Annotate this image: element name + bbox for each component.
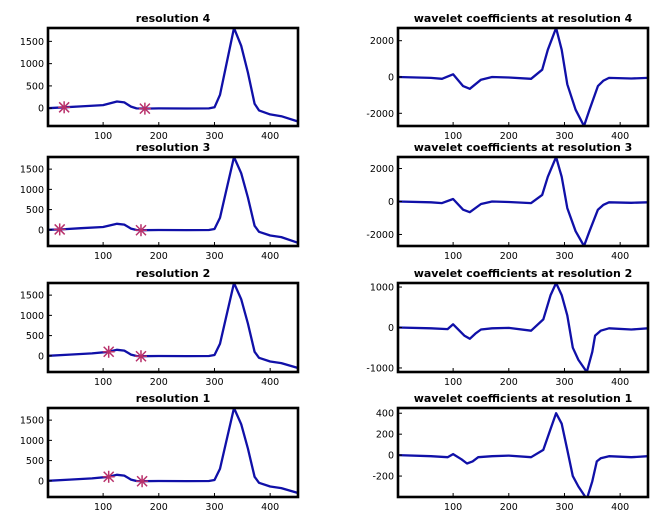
x-tick-label: 200 <box>500 377 518 388</box>
y-tick-label: 1500 <box>20 165 44 176</box>
y-tick-label: 0 <box>38 104 44 115</box>
x-tick-label: 400 <box>261 377 279 388</box>
subplot-1: 100 200 300 400 0 500 1000 1500 resolution 4 <box>20 12 300 142</box>
axes-frame <box>46 155 300 248</box>
y-tick-label: -200 <box>372 472 394 483</box>
y-tick-label: 0 <box>38 476 44 487</box>
x-tick-label: 200 <box>500 131 518 142</box>
x-tick-label: 200 <box>150 377 168 388</box>
y-tick-label: -2000 <box>366 230 394 241</box>
x-tick-label: 200 <box>500 502 518 513</box>
subplot-title: resolution 1 <box>136 392 211 405</box>
y-tick-label: 1500 <box>20 291 44 302</box>
subplot-4: 100 200 300 400 -2000 0 2000 wavelet coefficien… <box>366 141 650 262</box>
data-line <box>48 283 298 370</box>
data-line <box>48 157 298 244</box>
y-tick-label: 1000 <box>20 436 44 447</box>
x-tick-label: 200 <box>150 502 168 513</box>
x-tick-label: 400 <box>261 502 279 513</box>
x-tick-label: 100 <box>94 131 112 142</box>
subplot-title: wavelet coefficients at resolution 3 <box>414 141 633 154</box>
peak-marker <box>53 223 66 236</box>
y-tick-label: 500 <box>26 456 44 467</box>
x-tick-label: 300 <box>555 377 573 388</box>
subplot-title: wavelet coefficients at resolution 4 <box>414 12 633 25</box>
data-line <box>48 28 298 123</box>
x-tick-label: 100 <box>94 502 112 513</box>
subplot-7: 100 200 300 400 0 500 1000 1500 resolution 1 <box>20 392 300 513</box>
y-tick-label: 1000 <box>20 185 44 196</box>
axes-frame <box>46 406 300 499</box>
y-tick-label: 1000 <box>20 311 44 322</box>
x-tick-label: 300 <box>205 377 223 388</box>
subplot-title: wavelet coefficients at resolution 2 <box>414 267 633 280</box>
y-tick-label: 400 <box>376 409 394 420</box>
x-tick-label: 400 <box>611 377 629 388</box>
subplot-2: 100 200 300 400 -2000 0 2000 wavelet coefficien… <box>366 12 650 142</box>
subplot-3: 100 200 300 400 0 500 1000 1500 resolution 3 <box>20 141 300 262</box>
data-line <box>48 408 298 495</box>
axes-frame <box>46 281 300 374</box>
x-tick-label: 400 <box>261 131 279 142</box>
y-tick-label: 500 <box>26 205 44 216</box>
x-tick-label: 400 <box>611 502 629 513</box>
y-tick-label: -2000 <box>366 109 394 120</box>
y-tick-label: 1000 <box>370 283 394 294</box>
axes-frame <box>46 26 300 128</box>
y-tick-label: 500 <box>26 331 44 342</box>
x-tick-label: 300 <box>555 131 573 142</box>
y-tick-label: 1500 <box>20 37 44 48</box>
y-tick-label: 0 <box>388 451 394 462</box>
peak-marker <box>138 102 151 115</box>
x-tick-label: 400 <box>261 251 279 262</box>
data-line <box>398 157 648 246</box>
y-tick-label: 500 <box>26 81 44 92</box>
y-tick-label: 0 <box>38 351 44 362</box>
x-tick-label: 100 <box>94 377 112 388</box>
subplot-5: 100 200 300 400 0 500 1000 1500 resolution 2 <box>20 267 300 388</box>
y-tick-label: 0 <box>388 197 394 208</box>
y-tick-label: 0 <box>388 73 394 84</box>
x-tick-label: 100 <box>444 377 462 388</box>
data-line <box>398 412 648 497</box>
x-tick-label: 200 <box>150 131 168 142</box>
axes-frame <box>396 406 650 499</box>
peak-marker <box>102 345 115 358</box>
y-tick-label: 0 <box>388 323 394 334</box>
y-tick-label: 1500 <box>20 416 44 427</box>
subplot-title: resolution 3 <box>136 141 211 154</box>
x-tick-label: 100 <box>444 251 462 262</box>
x-tick-label: 300 <box>205 502 223 513</box>
y-tick-label: 0 <box>38 225 44 236</box>
data-line <box>398 283 648 372</box>
peak-marker <box>102 470 115 483</box>
subplot-title: wavelet coefficients at resolution 1 <box>414 392 633 405</box>
y-tick-label: 2000 <box>370 36 394 47</box>
x-tick-label: 100 <box>444 502 462 513</box>
subplot-title: resolution 2 <box>136 267 211 280</box>
peak-marker <box>58 101 71 114</box>
y-tick-label: 2000 <box>370 164 394 175</box>
subplot-8: 100 200 300 400 -200 0 200 400 wavelet coefficie… <box>372 392 650 513</box>
y-tick-label: -1000 <box>366 363 394 374</box>
subplot-6: 100 200 300 400 -1000 0 1000 wavelet coefficien… <box>366 267 650 388</box>
x-tick-label: 300 <box>555 502 573 513</box>
x-tick-label: 100 <box>444 131 462 142</box>
peak-marker <box>136 475 149 488</box>
subplot-title: resolution 4 <box>136 12 211 25</box>
x-tick-label: 400 <box>611 251 629 262</box>
x-tick-label: 300 <box>205 131 223 142</box>
x-tick-label: 300 <box>205 251 223 262</box>
x-tick-label: 300 <box>555 251 573 262</box>
y-tick-label: 1000 <box>20 59 44 70</box>
peak-marker <box>134 224 147 237</box>
y-tick-label: 200 <box>376 430 394 441</box>
data-line <box>398 28 648 126</box>
x-tick-label: 200 <box>150 251 168 262</box>
x-tick-label: 200 <box>500 251 518 262</box>
x-tick-label: 400 <box>611 131 629 142</box>
x-tick-label: 100 <box>94 251 112 262</box>
peak-marker <box>134 350 147 363</box>
